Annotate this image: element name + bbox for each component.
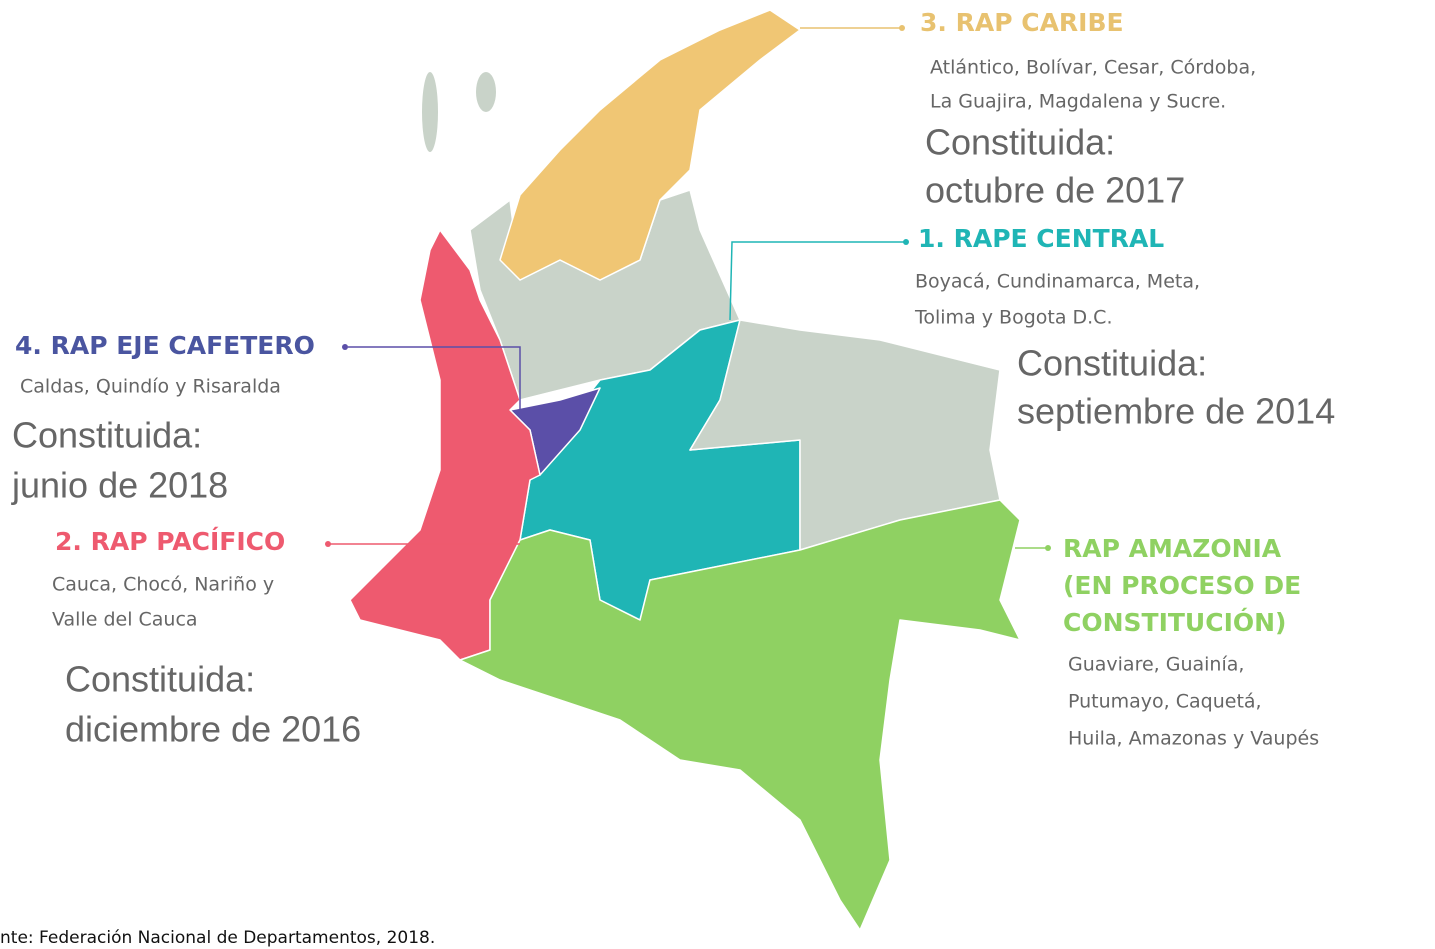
map-shapes: [349, 9, 1021, 931]
region-departments: Huila, Amazonas y Vaupés: [1068, 728, 1319, 750]
leader-dot: [325, 541, 331, 547]
region-amazonia: [459, 499, 1021, 931]
leader-eje: [348, 346, 521, 410]
region-title: (EN PROCESO DE: [1063, 571, 1301, 600]
region-title: CONSTITUCIÓN): [1063, 607, 1287, 637]
region-departments: Tolima y Bogota D.C.: [914, 307, 1113, 329]
region-departments: Guaviare, Guainía,: [1068, 654, 1244, 676]
region-title: 1. RAPE CENTRAL: [918, 224, 1164, 253]
region-title: 3. RAP CARIBE: [920, 8, 1124, 37]
leader-dot: [1045, 545, 1051, 551]
region-departments: Atlántico, Bolívar, Cesar, Córdoba,: [930, 57, 1256, 79]
leader-dot: [342, 344, 348, 350]
region-title: 2. RAP PACÍFICO: [55, 527, 285, 556]
region-status: Constituida:: [925, 122, 1115, 163]
island: [422, 72, 438, 152]
region-departments: Putumayo, Caquetá,: [1068, 691, 1262, 713]
leader-central: [729, 241, 905, 321]
region-status: septiembre de 2014: [1017, 391, 1335, 432]
region-departments: La Guajira, Magdalena y Sucre.: [930, 91, 1226, 113]
region-status: Constituida:: [65, 659, 255, 700]
leader-lines: [325, 25, 1051, 551]
region-departments: Valle del Cauca: [52, 609, 198, 631]
region-status: junio de 2018: [11, 465, 228, 506]
region-departments: Cauca, Chocó, Nariño y: [52, 574, 274, 596]
island: [476, 72, 496, 112]
region-status: diciembre de 2016: [65, 709, 361, 750]
region-title: RAP AMAZONIA: [1063, 534, 1282, 563]
region-title: 4. RAP EJE CAFETERO: [15, 331, 315, 360]
source: nte: Federación Nacional de Departamento…: [0, 928, 435, 948]
region-caribe: [499, 9, 801, 281]
region-status: Constituida:: [1017, 343, 1207, 384]
leader-dot: [899, 25, 905, 31]
leader-dot: [903, 239, 909, 245]
labels: 3. RAP CARIBE Atlántico, Bolívar, Cesar, …: [11, 8, 1335, 750]
region-departments: Caldas, Quindío y Risaralda: [20, 376, 281, 398]
region-status: octubre de 2017: [925, 170, 1185, 211]
region-status: Constituida:: [12, 415, 202, 456]
region-departments: Boyacá, Cundinamarca, Meta,: [915, 271, 1200, 293]
